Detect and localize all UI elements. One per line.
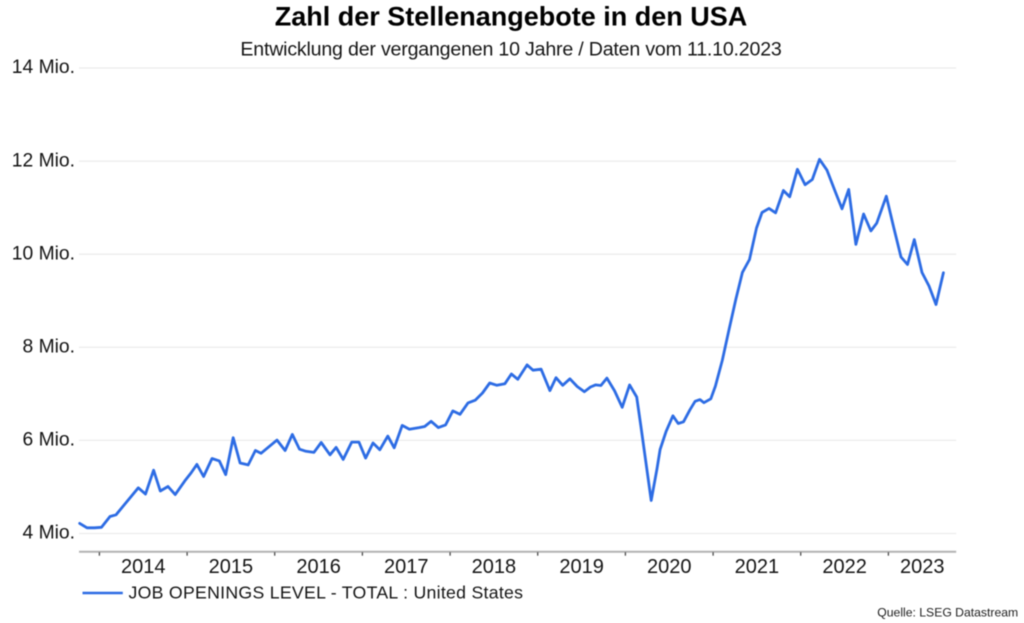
svg-text:2014: 2014 — [121, 556, 166, 578]
svg-text:2016: 2016 — [296, 556, 341, 578]
svg-text:10 Mio.: 10 Mio. — [12, 243, 75, 264]
svg-text:8 Mio.: 8 Mio. — [22, 337, 75, 358]
svg-text:2022: 2022 — [822, 556, 867, 578]
svg-text:2020: 2020 — [647, 556, 692, 578]
svg-text:2015: 2015 — [209, 556, 254, 578]
svg-text:4 Mio.: 4 Mio. — [22, 523, 75, 544]
svg-text:Zahl der Stellenangebote in de: Zahl der Stellenangebote in den USA — [275, 1, 748, 31]
svg-text:2019: 2019 — [559, 556, 604, 578]
svg-text:2018: 2018 — [472, 556, 517, 578]
svg-text:12 Mio.: 12 Mio. — [12, 150, 75, 171]
svg-text:JOB OPENINGS LEVEL - TOTAL : U: JOB OPENINGS LEVEL - TOTAL : United Stat… — [129, 582, 524, 602]
svg-text:Entwicklung der vergangenen 10: Entwicklung der vergangenen 10 Jahre / D… — [240, 39, 781, 61]
svg-text:6 Mio.: 6 Mio. — [22, 430, 75, 451]
svg-text:14 Mio.: 14 Mio. — [12, 57, 75, 78]
svg-text:2023: 2023 — [900, 556, 945, 578]
svg-text:2021: 2021 — [735, 556, 780, 578]
svg-text:Quelle: LSEG Datastream: Quelle: LSEG Datastream — [877, 605, 1018, 619]
svg-text:2017: 2017 — [384, 556, 429, 578]
